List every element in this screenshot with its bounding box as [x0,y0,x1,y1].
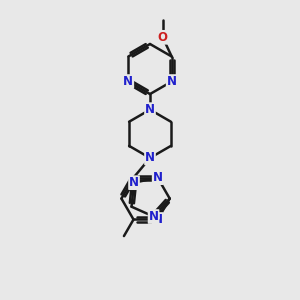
Text: N: N [148,210,159,223]
Text: N: N [153,171,163,184]
Text: N: N [145,103,155,116]
Text: N: N [145,152,155,164]
Text: O: O [158,31,168,44]
Text: N: N [167,75,177,88]
Text: N: N [123,75,133,88]
Text: N: N [129,176,139,189]
Text: N: N [153,213,163,226]
